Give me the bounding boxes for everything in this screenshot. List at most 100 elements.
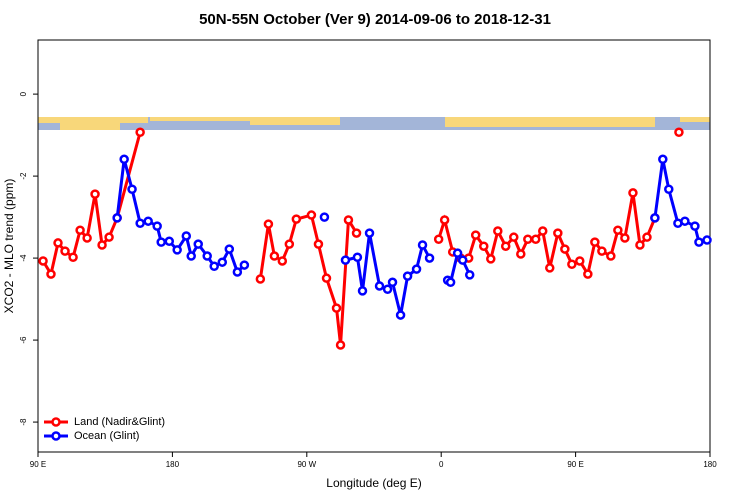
- point: [291, 214, 302, 224]
- point: [217, 257, 228, 267]
- point: [694, 237, 704, 247]
- point: [239, 260, 250, 270]
- point: [60, 246, 70, 256]
- point: [38, 256, 48, 266]
- legend-marker: [51, 417, 61, 427]
- point: [628, 188, 638, 198]
- x-tick-label: 90 E: [30, 460, 46, 469]
- point: [553, 228, 563, 238]
- point: [664, 184, 674, 194]
- point: [186, 251, 196, 261]
- point: [395, 310, 406, 320]
- series-line: [115, 158, 708, 316]
- point: [690, 221, 700, 231]
- point: [387, 277, 398, 288]
- point: [537, 226, 548, 236]
- point: [255, 274, 266, 284]
- point: [650, 213, 660, 223]
- point: [97, 240, 107, 250]
- x-tick-label: 180: [166, 460, 180, 469]
- point: [357, 286, 368, 296]
- y-tick-label: -2: [19, 172, 28, 180]
- point: [702, 235, 712, 245]
- point: [374, 281, 385, 291]
- point: [90, 189, 100, 199]
- point: [523, 234, 533, 244]
- point: [635, 240, 645, 250]
- y-tick-label: 0: [19, 91, 28, 96]
- point: [382, 284, 393, 294]
- point: [352, 252, 363, 263]
- point: [331, 303, 342, 313]
- point: [340, 255, 351, 265]
- point: [68, 252, 78, 263]
- point: [445, 277, 456, 288]
- y-tick-label: -4: [19, 254, 28, 262]
- series-line: [43, 132, 679, 345]
- plot-frame: [37, 39, 711, 453]
- point: [642, 232, 652, 242]
- point: [364, 228, 375, 238]
- point: [232, 267, 243, 277]
- point: [567, 259, 577, 269]
- point: [156, 237, 166, 247]
- point: [202, 251, 212, 261]
- point: [119, 154, 129, 165]
- point: [143, 216, 153, 226]
- point: [164, 236, 175, 247]
- point: [597, 246, 607, 256]
- point: [417, 240, 428, 250]
- point: [321, 273, 332, 283]
- point: [82, 233, 92, 243]
- point: [263, 219, 274, 229]
- point: [464, 270, 475, 280]
- point: [493, 226, 503, 236]
- point: [319, 212, 330, 222]
- point: [75, 225, 85, 235]
- point: [433, 234, 444, 244]
- point: [269, 251, 280, 261]
- point: [620, 233, 630, 243]
- point: [181, 231, 192, 241]
- point: [658, 154, 668, 165]
- point: [112, 213, 122, 223]
- legend-marker: [51, 431, 61, 441]
- point: [193, 239, 203, 249]
- y-axis-label: XCO2 - MLO trend (ppm): [2, 179, 16, 314]
- point: [530, 234, 541, 244]
- point: [135, 218, 145, 228]
- x-axis-label: Longitude (deg E): [326, 476, 421, 490]
- land-mask-strip: [38, 117, 710, 130]
- point: [439, 215, 450, 225]
- point: [613, 225, 623, 235]
- x-tick-label: 90 E: [567, 460, 583, 469]
- point: [152, 221, 162, 231]
- point: [470, 230, 481, 240]
- point: [284, 239, 295, 249]
- legend-label: Ocean (Glint): [74, 430, 139, 442]
- point: [545, 263, 555, 273]
- point: [46, 269, 56, 279]
- point: [590, 237, 600, 247]
- point: [411, 264, 422, 274]
- point: [351, 228, 362, 238]
- point: [452, 248, 463, 258]
- x-tick-label: 0: [439, 460, 444, 469]
- point: [277, 256, 288, 266]
- point: [306, 210, 317, 220]
- y-tick-label: -8: [19, 418, 28, 426]
- point: [53, 238, 63, 248]
- y-tick-label: -6: [19, 336, 28, 344]
- point: [680, 216, 690, 226]
- point: [479, 241, 489, 251]
- point: [486, 254, 496, 264]
- point: [104, 232, 114, 242]
- point: [575, 256, 585, 266]
- chart-title: 50N-55N October (Ver 9) 2014-09-06 to 20…: [199, 11, 551, 28]
- point: [172, 245, 182, 255]
- point: [583, 269, 593, 279]
- point: [313, 239, 324, 249]
- point: [127, 184, 137, 194]
- point: [402, 271, 413, 281]
